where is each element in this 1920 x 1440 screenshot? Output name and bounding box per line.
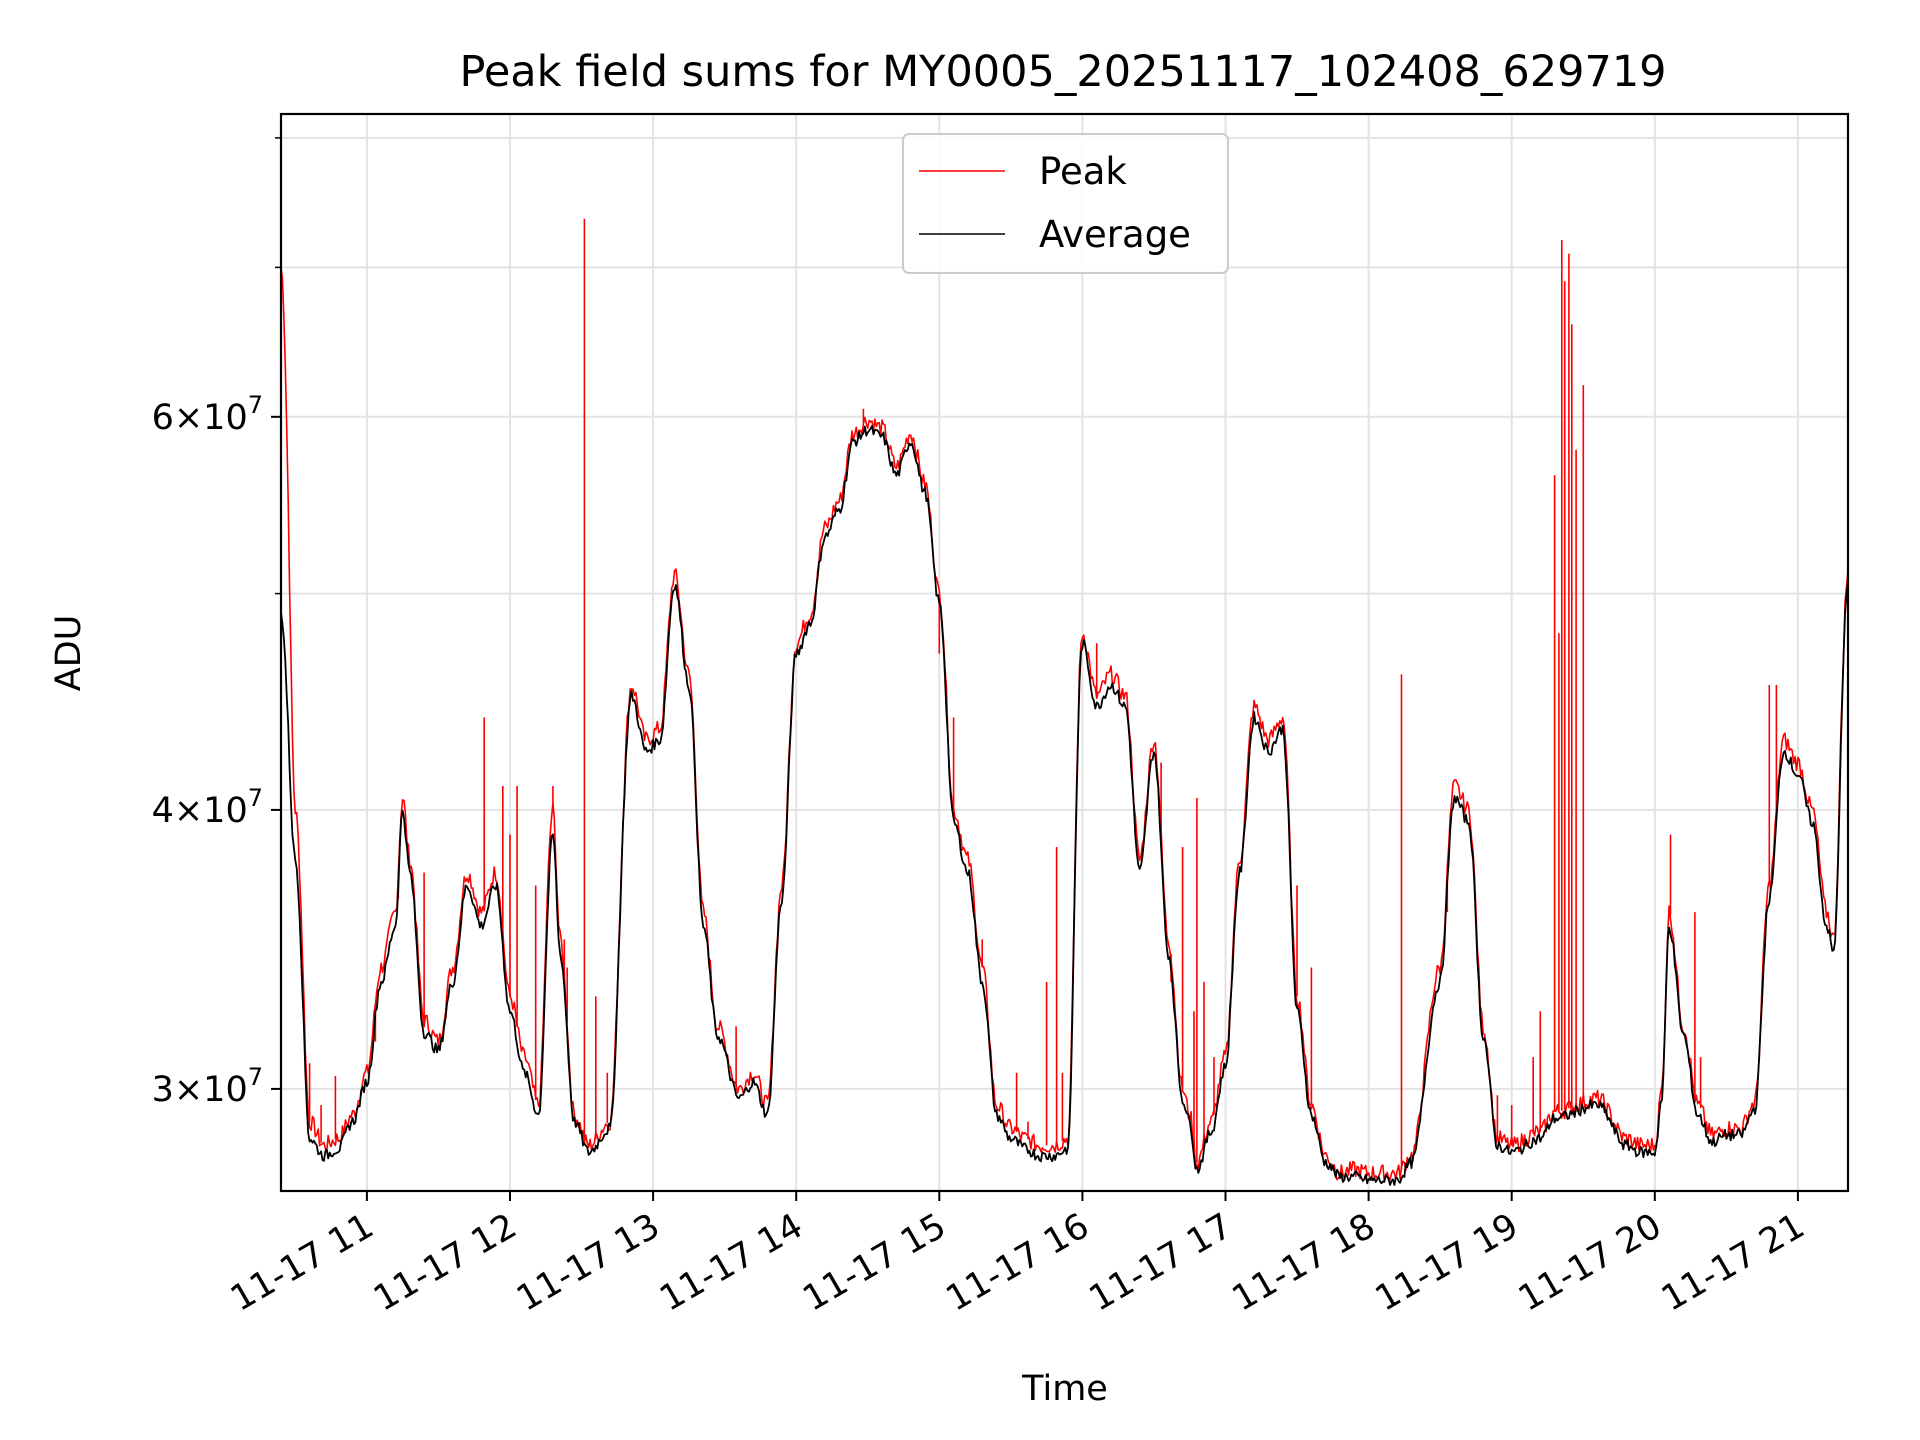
y-tick-label-1: 4×107 (152, 784, 263, 831)
grid (281, 114, 1848, 1191)
x-axis-label: Time (1021, 1369, 1108, 1409)
legend-box (902, 133, 1229, 274)
plot-frame (279, 112, 1850, 1193)
series-average (281, 425, 1848, 1186)
series-line-average (281, 425, 1848, 1186)
y-tick-label-0: 3×107 (152, 1063, 263, 1110)
y-axis-label: ADU (49, 615, 89, 692)
legend-average-label: Average (1039, 213, 1191, 256)
y-tick-label-2: 6×107 (152, 391, 263, 438)
y-axis-ticks: 3×107 4×107 6×107 (152, 137, 281, 1110)
chart-title: Peak field sums for MY0005_20251117_1024… (459, 47, 1666, 97)
legend-peak-label: Peak (1039, 150, 1127, 193)
legend: Peak Average (902, 133, 1229, 274)
